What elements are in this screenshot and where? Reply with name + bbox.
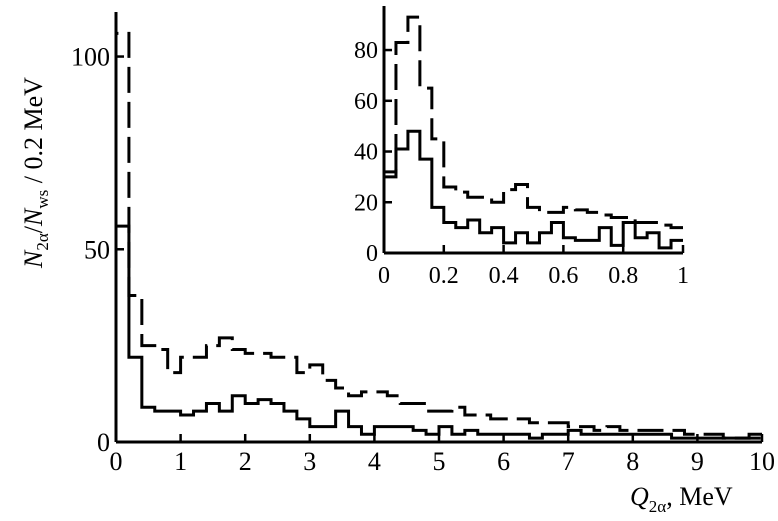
x-tick-label: 1 (677, 263, 689, 289)
x-tick-label: 9 (691, 447, 704, 476)
x-tick-label: 0 (110, 447, 123, 476)
solid-histogram-series (114, 224, 762, 442)
y-tick-label: 40 (354, 140, 378, 166)
inset-plot: 0 0.2 0.4 0.6 0.8 1 0 20 40 60 80 (354, 6, 689, 289)
x-tick-label: 6 (497, 447, 510, 476)
x-tick-label: 0.6 (548, 263, 578, 289)
dashed-histogram-series (114, 31, 762, 442)
x-axis-title: Q2α, MeV (630, 482, 733, 516)
y-tick-label: 80 (354, 38, 378, 64)
x-tick-label: 7 (562, 447, 575, 476)
x-tick-label: 0.4 (489, 263, 519, 289)
x-tick-label: 4 (368, 447, 381, 476)
x-tick-label: 10 (749, 447, 775, 476)
x-tick-label: 0.8 (608, 263, 638, 289)
solid-histogram-series (382, 129, 683, 253)
x-tick-label: 1 (174, 447, 187, 476)
x-tick-label: 3 (303, 447, 316, 476)
x-axis-title-text: Q2α, MeV (630, 482, 733, 516)
x-tick-label: 0.2 (429, 263, 459, 289)
dashed-histogram-series (382, 15, 683, 253)
y-tick-label: 100 (71, 43, 110, 72)
x-tick-label: 5 (433, 447, 446, 476)
x-tick-label: 2 (239, 447, 252, 476)
y-tick-label: 20 (354, 190, 378, 216)
y-tick-label: 50 (84, 235, 110, 264)
x-tick-label: 8 (626, 447, 639, 476)
y-tick-label: 0 (366, 241, 378, 267)
y-tick-label: 0 (97, 428, 110, 457)
y-axis-title: N2α/Nws / 0.2 MeV (19, 77, 52, 269)
x-tick-label: 0 (378, 263, 390, 289)
y-tick-label: 60 (354, 89, 378, 115)
y-axis-title-text: N2α/Nws / 0.2 MeV (19, 77, 52, 269)
